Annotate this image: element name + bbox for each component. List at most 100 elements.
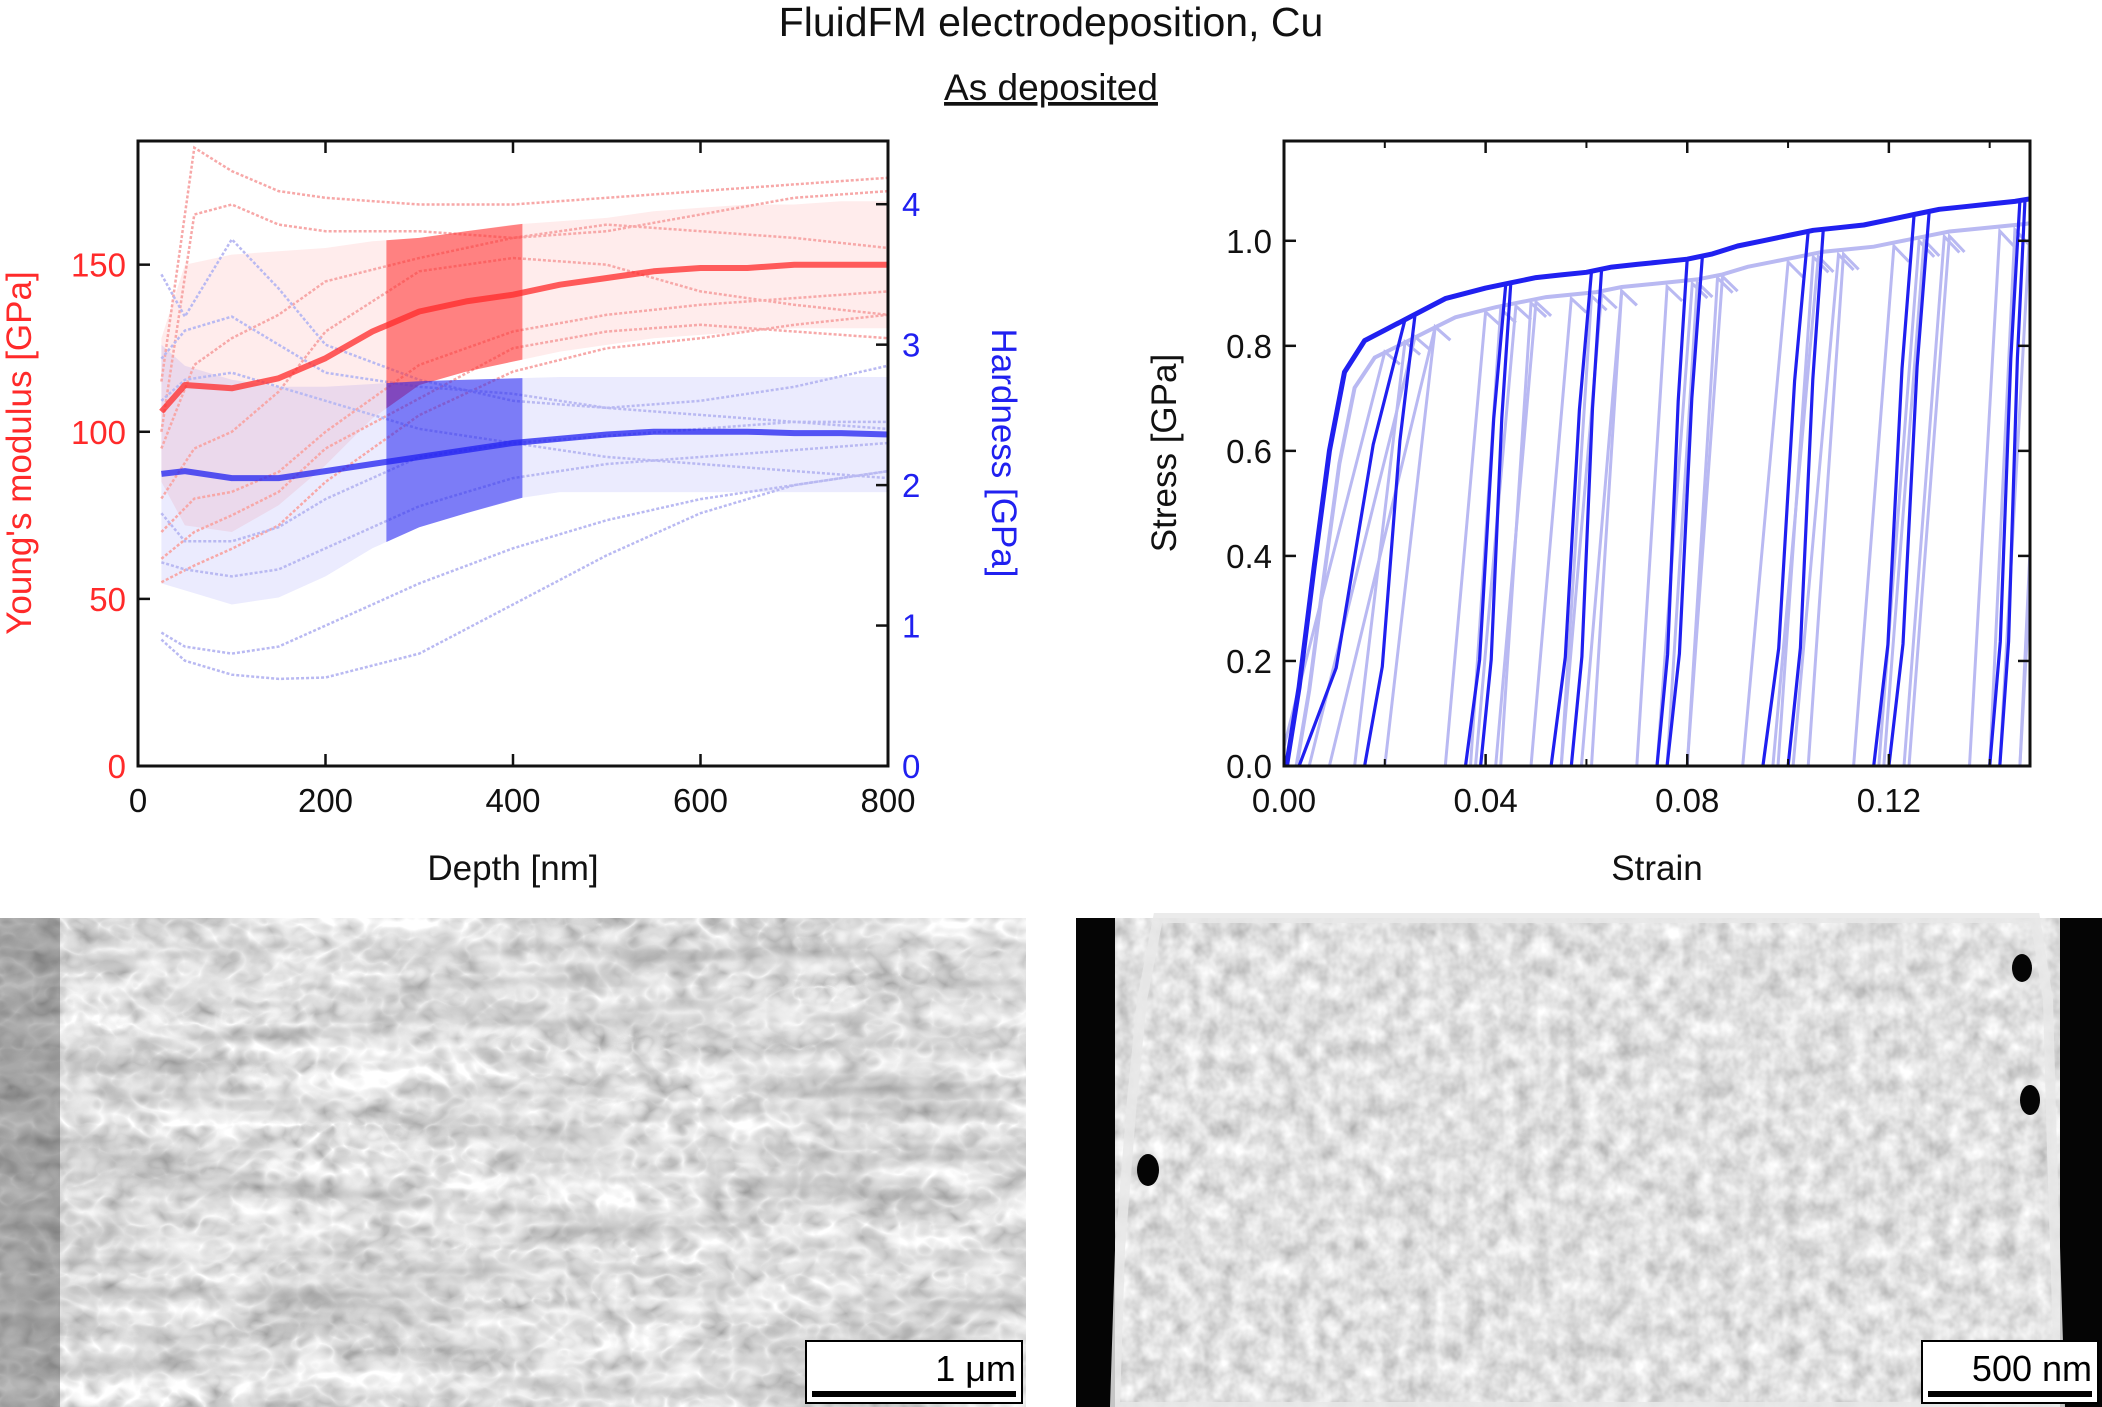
micrograph-right-pore (1137, 1154, 1159, 1186)
hardness-y-axis-label: Hardness [GPa] (984, 329, 1023, 578)
modulus-y-tick-label: 50 (89, 581, 126, 618)
stress-y-tick-label: 0.0 (1226, 748, 1272, 785)
stress-strain-faint-curve (1499, 299, 1548, 766)
stress-strain-unload-segment (1297, 319, 1407, 766)
strain-x-tick-label: 0.00 (1252, 782, 1316, 819)
stress-strain-unload-segment (1569, 269, 1604, 766)
stress-strain-unload-segment (1786, 229, 1825, 766)
stress-strain-faint-curve (1685, 273, 1739, 766)
micrograph-left: 1 μm (0, 918, 1026, 1407)
stress-strain-faint-curve (1741, 258, 1805, 766)
stress-y-tick-label: 0.6 (1226, 433, 1272, 470)
stress-strain-faint-curve (1771, 253, 1835, 766)
micrograph-left-shade (0, 918, 60, 1407)
micrograph-left-scalebar (812, 1391, 1016, 1397)
stress-strain-axes: 0.00 0.04 0.08 0.12 0.0 0.2 0.4 0.6 0.8 1.0 (1226, 139, 2032, 819)
micrograph-right-edge (1109, 913, 2066, 1407)
hardness-individual-curve (161, 441, 888, 578)
depth-x-tick-label: 800 (860, 782, 915, 819)
stress-strain-faint-curve (1852, 242, 1911, 766)
stress-strain-faint-curve (1907, 232, 1966, 766)
micrograph-right: 500 nm (1076, 913, 2102, 1407)
stress-strain-faint-curve (1806, 250, 1860, 766)
stress-strain-faint-curve (1635, 283, 1684, 766)
stress-strain-unload-segment (1761, 231, 1810, 766)
depth-window-highlight (386, 223, 523, 542)
micrograph-right-pore (2012, 954, 2032, 982)
micrograph-right-scalebar (1928, 1391, 2092, 1397)
stress-strain-faint-curve (1968, 227, 2016, 766)
stress-strain-unload-segment (1872, 214, 1916, 766)
modulus-y-tick-label: 100 (71, 414, 126, 451)
stress-strain-faint-curve (1443, 308, 1502, 766)
hardness-individual-curve (160, 469, 888, 655)
modulus-individual-curve (160, 189, 888, 432)
stress-strain-faint-curve (1383, 323, 1452, 766)
stress-strain-faint-curve (1665, 279, 1714, 766)
stress-strain-faint-curve (2018, 518, 2030, 766)
stress-strain-unload-segment (1998, 199, 2027, 766)
figure-title: FluidFM electrodeposition, Cu (779, 0, 1324, 45)
stress-strain-faint-curve (1559, 290, 1618, 766)
modulus-y-tick-label: 0 (108, 748, 126, 785)
hardness-window-highlight (386, 378, 523, 542)
stress-strain-faint-curve (1791, 251, 1855, 766)
stress-strain-unload-segment (1655, 259, 1689, 766)
depth-x-tick-label: 0 (129, 782, 147, 819)
strain-x-tick-label: 0.04 (1454, 782, 1518, 819)
micrograph-right-pore (2020, 1085, 2040, 1115)
micrograph-right-sample (1115, 918, 2060, 1407)
strain-x-axis-label: Strain (1611, 849, 1702, 888)
hardness-individual-curve (160, 469, 888, 681)
stress-strain-plot-frame (1282, 139, 2032, 768)
stress-strain-chart: 0.00 0.04 0.08 0.12 0.0 0.2 0.4 0.6 0.8 1.0 Strai… (1145, 139, 2032, 888)
stress-strain-faint-curve (1284, 349, 1401, 753)
hardness-y-tick-label: 0 (902, 748, 920, 785)
hardness-y-tick-label: 4 (902, 186, 920, 223)
stress-strain-faint-curve (1882, 236, 1941, 766)
stress-y-tick-label: 0.4 (1226, 538, 1272, 575)
stress-strain-faint-curves (1284, 221, 2030, 766)
stress-strain-faint-curve (1902, 233, 1961, 766)
depth-x-axis-label: Depth [nm] (427, 849, 598, 888)
stress-strain-faint-curve (1590, 287, 1638, 766)
stress-strain-unload-segment (1549, 271, 1594, 766)
modulus-band (161, 201, 888, 532)
hardness-y-tick-label: 3 (902, 327, 920, 364)
stress-strain-unload-segment (1363, 314, 1417, 766)
stress-y-tick-label: 0.2 (1226, 643, 1272, 680)
stress-strain-faint-curve (1579, 287, 1638, 766)
hardness-individual-curve (160, 420, 888, 543)
modulus-y-axis-label: Young's modulus [GPa] (0, 271, 39, 634)
stress-y-axis-label: Stress [GPa] (1145, 354, 1184, 552)
stress-y-tick-label: 0.8 (1226, 328, 1272, 365)
modulus-individual-curve (160, 313, 888, 584)
hardness-y-tick-label: 2 (902, 467, 920, 504)
depth-profile-means (159, 261, 888, 482)
stress-strain-main-curves (1284, 196, 2030, 766)
stress-strain-faint-curve (1529, 295, 1588, 766)
strain-x-tick-label: 0.08 (1655, 782, 1719, 819)
stress-strain-faint-curve (1327, 324, 1452, 766)
modulus-y-tick-label: 150 (71, 247, 126, 284)
modulus-individual-curve (160, 145, 888, 382)
hardness-y-tick-label: 1 (902, 608, 920, 645)
micrograph-left-scalebar-label: 1 μm (935, 1348, 1016, 1389)
modulus-window-highlight (386, 223, 523, 409)
micrograph-right-scalebar-label: 500 nm (1972, 1348, 2092, 1389)
stress-strain-unload-segment (1887, 211, 1931, 766)
stress-strain-unload-segment (1479, 282, 1513, 766)
stress-strain-unload-segment (1463, 283, 1508, 766)
depth-x-tick-label: 400 (485, 782, 540, 819)
depth-x-tick-label: 600 (673, 782, 728, 819)
micrograph-left-image (0, 918, 1026, 1407)
modulus-mean-line (159, 261, 888, 414)
stress-strain-faint-curve (1494, 298, 1553, 766)
stress-strain-unload-segment (1665, 255, 1704, 766)
stress-y-tick-label: 1.0 (1226, 223, 1272, 260)
depth-x-tick-label: 200 (298, 782, 353, 819)
stress-strain-unload-segment (1988, 200, 2022, 766)
